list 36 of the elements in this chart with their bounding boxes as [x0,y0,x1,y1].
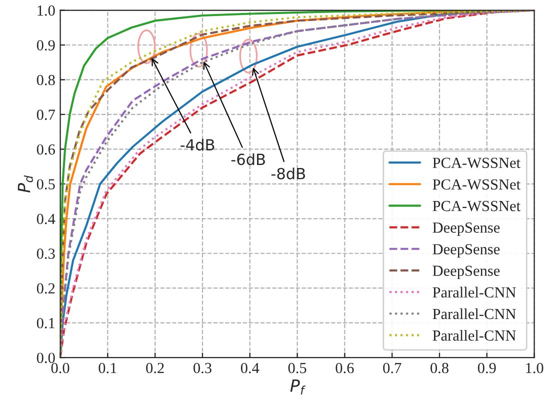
y-tick-label: 0.0 [36,352,55,364]
y-tick-label: 0.5 [36,179,55,190]
legend-label: Parallel-CNN [432,286,516,298]
y-tick-label: 0.7 [36,110,55,120]
x-tick-label: 0.6 [336,362,354,374]
x-tick-label: 0.3 [194,362,212,374]
x-tick-label: 0.4 [240,362,260,374]
x-tick-label: 0.7 [383,362,402,374]
y-tick-label: 0.4 [36,214,56,224]
x-tick-label: 1.0 [526,362,544,374]
x-tick-label: 0.0 [51,362,70,374]
y-tick-label: 0.9 [36,40,55,51]
annotation: -8dB [271,168,305,180]
legend-label: PCA-WSSNet [432,179,520,190]
x-tick-label: 0.1 [98,362,116,374]
legend-label: PCA-WSSNet [432,158,520,168]
x-tick-label: 0.8 [430,362,448,374]
legend-label: DeepSense [432,244,500,258]
y-tick-label: 0.3 [36,248,55,259]
y-tick-label: 1.0 [38,5,55,16]
y-tick-label: 0.8 [36,74,55,86]
y-tick-label: 0.1 [36,318,54,328]
annotation: -4dB [180,138,214,151]
y-tick-label: 0.6 [36,144,55,155]
legend-label: Parallel-CNN [432,330,516,341]
legend-label: PCA-WSSNet [432,200,520,212]
legend-label: DeepSense [432,266,500,280]
legend-label: Parallel-CNN [432,308,516,320]
x-tick-label: 0.2 [146,362,164,374]
x-tick-label: 0.9 [478,362,496,374]
y-axis-title: P$_{d}$ [18,175,33,193]
y-tick-label: 0.2 [36,283,55,294]
annotation: -6dB [231,153,265,166]
legend-label: DeepSense [432,222,500,236]
x-axis-title: P$_{f}$ [290,380,306,394]
x-tick-label: 0.5 [288,362,306,374]
